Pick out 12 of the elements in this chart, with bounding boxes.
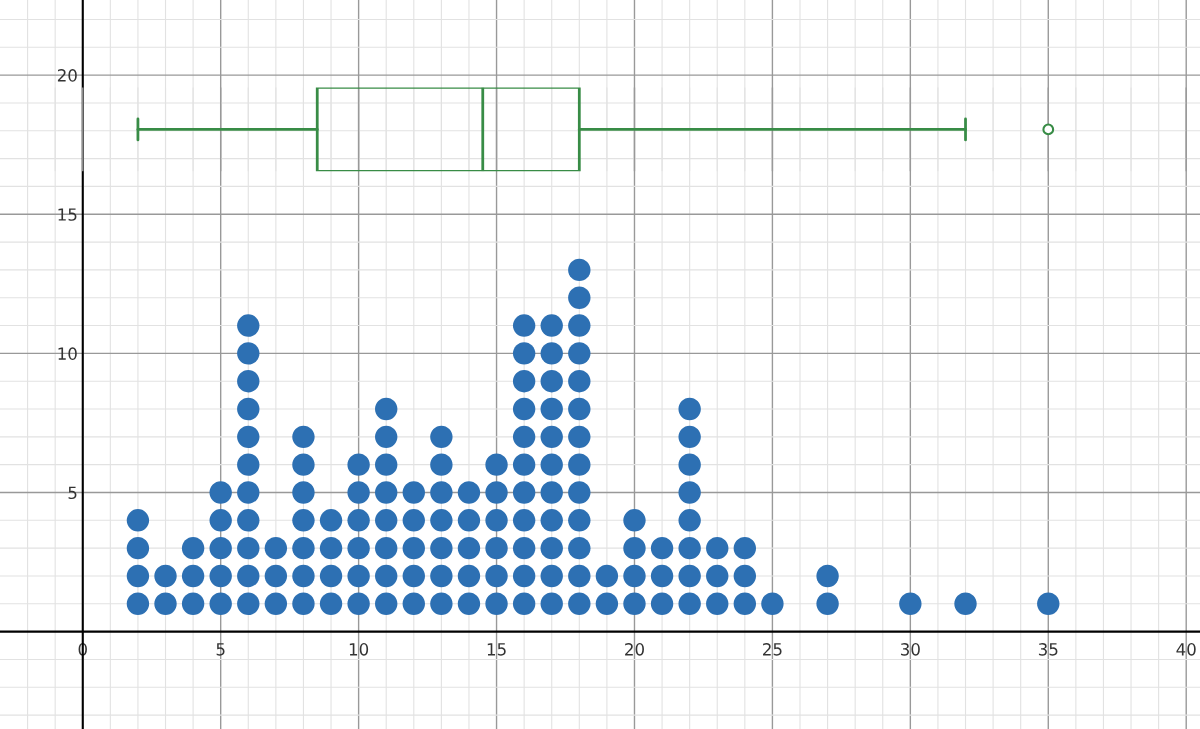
y-tick-label: 20 <box>57 69 77 82</box>
x-tick-label: 40 <box>1176 643 1196 656</box>
x-tick-label: 5 <box>216 643 225 656</box>
y-tick-label: 5 <box>68 486 77 500</box>
x-tick-label: 35 <box>1038 643 1058 656</box>
y-tick-label: 15 <box>58 208 77 221</box>
x-tick-label: 25 <box>763 643 782 656</box>
x-tick-label: 20 <box>625 643 644 656</box>
x-tick-label: 10 <box>349 643 369 656</box>
y-tick-label: 10 <box>58 347 77 360</box>
x-tick-label: 15 <box>487 643 506 656</box>
x-tick-label: 30 <box>901 643 920 656</box>
